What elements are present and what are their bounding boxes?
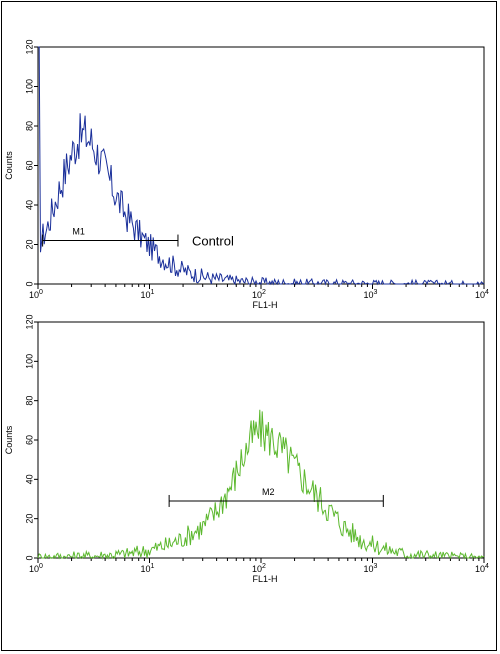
histogram-trace <box>37 409 485 560</box>
x-axis-label: FL1-H <box>252 300 277 310</box>
x-tick-label: 100 <box>29 563 43 574</box>
x-tick-label: 103 <box>364 289 378 300</box>
y-axis-label: Counts <box>4 151 14 180</box>
x-tick-label: 102 <box>252 289 266 300</box>
control-annotation: Control <box>192 234 234 249</box>
y-tick-label: 120 <box>24 314 34 329</box>
y-tick-label: 0 <box>24 555 34 560</box>
y-tick-label: 20 <box>24 514 34 524</box>
histogram-trace <box>38 46 485 286</box>
x-tick-label: 100 <box>29 289 43 300</box>
x-tick-label: 104 <box>475 289 489 300</box>
y-tick-label: 20 <box>24 239 34 249</box>
x-tick-label: 102 <box>252 563 266 574</box>
x-axis-label: FL1-H <box>252 574 277 584</box>
gate-marker-label: M2 <box>262 487 275 497</box>
x-tick-label: 103 <box>364 563 378 574</box>
x-tick-label: 101 <box>141 289 155 300</box>
y-tick-label: 60 <box>24 160 34 170</box>
y-tick-label: 100 <box>24 354 34 369</box>
sample-histogram-panel: 0 20 40 60 80 100 120 Counts 100 101 102 103 104 FL1-… <box>4 314 489 584</box>
y-tick-label: 100 <box>24 79 34 94</box>
y-tick-label: 0 <box>24 281 34 286</box>
gate-marker-label: M1 <box>72 227 85 237</box>
y-tick-label: 40 <box>24 474 34 484</box>
x-tick-label: 104 <box>475 563 489 574</box>
x-tick-label: 101 <box>141 563 155 574</box>
control-histogram-panel: 0 20 40 60 80 100 120 Counts 100 101 102 103 104 FL1-… <box>4 39 489 310</box>
y-axis-label: Counts <box>4 425 14 454</box>
y-tick-label: 80 <box>24 121 34 131</box>
plot-area-frame <box>37 46 485 285</box>
y-tick-label: 80 <box>24 396 34 406</box>
y-tick-label: 40 <box>24 200 34 210</box>
y-tick-label: 120 <box>24 39 34 54</box>
y-tick-label: 60 <box>24 435 34 445</box>
